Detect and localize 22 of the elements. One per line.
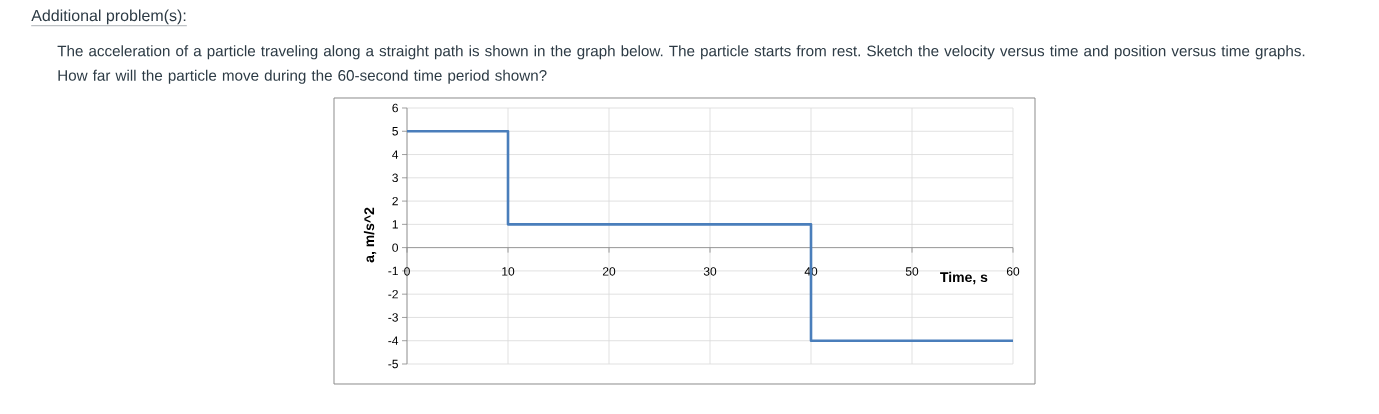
y-tick-label: 0 [392,243,399,252]
y-tick-label: 1 [392,220,398,229]
y-tick-label: 5 [392,127,398,136]
y-tick-label: 2 [392,196,398,206]
y-tick-label: 3 [392,173,398,183]
y-tick-label: -5 [388,359,398,369]
x-axis-title: Time, s [940,271,988,285]
y-axis-title: a, m/s^2 [363,207,377,263]
y-tick-label: -4 [388,336,399,345]
x-tick-label: 50 [905,267,919,276]
x-tick-label: 10 [502,267,515,276]
x-tick-label: 60 [1006,267,1020,276]
y-tick-label: 6 [392,103,398,113]
y-tick-label: -1 [388,266,398,276]
chart-subtitle: The acceleration of a particle traveling along a straight path is shown in the graph below. The particle starts from rest. Sketch the velocity versus time and position versus time graphs. How far will the particle move during the 60-second time period shown? [57,45,1305,84]
y-tick-label: -2 [388,289,398,299]
y-tick-label: -3 [388,313,398,322]
x-tick-label: 0 [404,267,410,276]
y-tick-label: 4 [392,150,399,159]
x-tick-label: 30 [703,267,717,276]
x-tick-label: 20 [602,267,616,276]
text: Additional problem(s): [31,9,186,25]
